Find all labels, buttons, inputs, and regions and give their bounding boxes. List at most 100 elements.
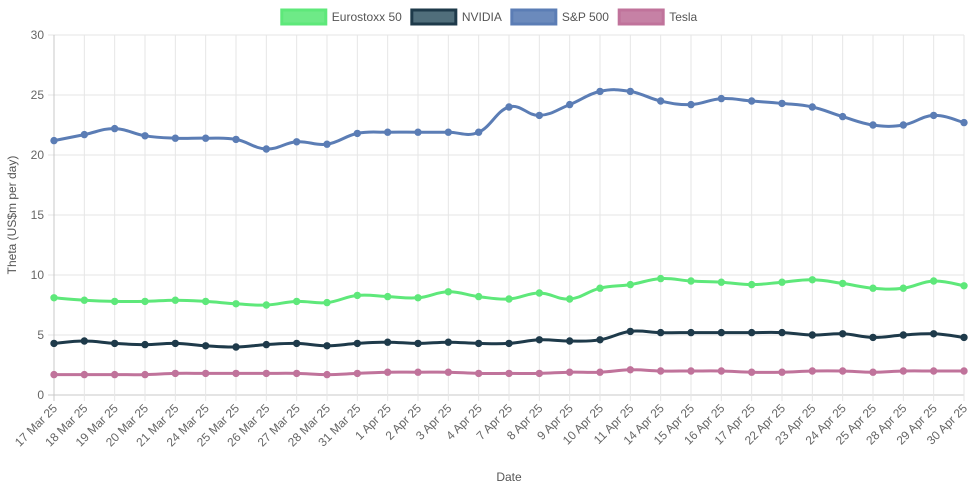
data-point[interactable]: [535, 111, 544, 120]
data-point[interactable]: [110, 339, 119, 348]
data-point[interactable]: [50, 370, 58, 379]
data-point[interactable]: [292, 297, 301, 306]
data-point[interactable]: [778, 99, 786, 108]
data-point[interactable]: [262, 301, 271, 309]
data-point[interactable]: [960, 282, 968, 290]
data-point[interactable]: [353, 291, 362, 300]
data-point[interactable]: [323, 140, 331, 148]
data-point[interactable]: [929, 277, 938, 285]
data-point[interactable]: [292, 369, 301, 378]
data-point[interactable]: [262, 369, 271, 378]
data-point[interactable]: [353, 369, 362, 378]
data-point[interactable]: [747, 368, 756, 376]
data-point[interactable]: [201, 342, 210, 350]
data-point[interactable]: [110, 370, 119, 379]
data-point[interactable]: [565, 337, 574, 345]
data-point[interactable]: [626, 366, 635, 374]
legend-item-tesla[interactable]: Tesla: [617, 8, 698, 26]
data-point[interactable]: [50, 339, 58, 348]
data-point[interactable]: [414, 128, 422, 136]
data-point[interactable]: [656, 367, 665, 375]
data-point[interactable]: [50, 294, 58, 302]
data-point[interactable]: [323, 298, 331, 307]
data-point[interactable]: [596, 284, 604, 292]
data-point[interactable]: [626, 87, 635, 96]
data-point[interactable]: [747, 328, 756, 337]
data-point[interactable]: [141, 132, 149, 140]
data-point[interactable]: [565, 100, 574, 109]
data-point[interactable]: [899, 331, 908, 339]
data-point[interactable]: [899, 121, 908, 129]
data-point[interactable]: [565, 295, 574, 303]
data-point[interactable]: [171, 296, 180, 304]
data-point[interactable]: [869, 284, 877, 292]
data-point[interactable]: [808, 367, 817, 375]
data-point[interactable]: [596, 87, 604, 96]
data-point[interactable]: [110, 124, 119, 133]
data-point[interactable]: [565, 368, 574, 376]
data-point[interactable]: [778, 368, 786, 376]
data-point[interactable]: [808, 331, 817, 339]
data-point[interactable]: [201, 297, 210, 306]
data-point[interactable]: [444, 288, 453, 296]
data-point[interactable]: [929, 111, 938, 120]
data-point[interactable]: [808, 103, 817, 111]
data-point[interactable]: [474, 369, 483, 378]
data-point[interactable]: [110, 297, 119, 306]
data-point[interactable]: [232, 300, 240, 308]
data-point[interactable]: [869, 333, 877, 342]
data-point[interactable]: [80, 130, 89, 139]
data-point[interactable]: [50, 136, 58, 145]
data-point[interactable]: [869, 368, 877, 376]
data-point[interactable]: [444, 338, 453, 346]
data-point[interactable]: [899, 367, 908, 375]
data-point[interactable]: [232, 369, 240, 378]
data-point[interactable]: [626, 327, 635, 336]
data-point[interactable]: [383, 338, 392, 346]
data-point[interactable]: [171, 134, 180, 142]
data-point[interactable]: [596, 336, 604, 344]
data-point[interactable]: [838, 330, 847, 338]
legend-item-nvidia[interactable]: NVIDIA: [410, 8, 502, 26]
data-point[interactable]: [747, 97, 756, 105]
data-point[interactable]: [838, 112, 847, 121]
data-point[interactable]: [687, 328, 695, 337]
data-point[interactable]: [747, 280, 756, 289]
legend-item-eurostoxx-50[interactable]: Eurostoxx 50: [280, 8, 402, 26]
data-point[interactable]: [414, 339, 422, 348]
data-point[interactable]: [80, 337, 89, 345]
data-point[interactable]: [899, 284, 908, 292]
data-point[interactable]: [535, 289, 544, 297]
data-point[interactable]: [656, 97, 665, 105]
data-point[interactable]: [323, 342, 331, 350]
data-point[interactable]: [778, 328, 786, 337]
data-point[interactable]: [444, 368, 453, 376]
data-point[interactable]: [778, 278, 786, 286]
data-point[interactable]: [414, 294, 422, 302]
data-point[interactable]: [141, 370, 149, 379]
data-point[interactable]: [292, 339, 301, 348]
data-point[interactable]: [717, 94, 726, 103]
data-point[interactable]: [929, 367, 938, 375]
data-point[interactable]: [717, 278, 726, 286]
data-point[interactable]: [656, 328, 665, 337]
data-point[interactable]: [960, 367, 968, 375]
data-point[interactable]: [201, 134, 210, 142]
data-point[interactable]: [808, 276, 817, 284]
data-point[interactable]: [929, 330, 938, 338]
data-point[interactable]: [383, 292, 392, 301]
data-point[interactable]: [262, 340, 271, 349]
data-point[interactable]: [383, 368, 392, 376]
data-point[interactable]: [960, 333, 968, 342]
data-point[interactable]: [535, 369, 544, 378]
data-point[interactable]: [838, 367, 847, 375]
data-point[interactable]: [474, 339, 483, 348]
legend-item-s-p-500[interactable]: S&P 500: [510, 8, 609, 26]
data-point[interactable]: [717, 367, 726, 375]
data-point[interactable]: [141, 340, 149, 349]
data-point[interactable]: [474, 292, 483, 301]
data-point[interactable]: [596, 368, 604, 376]
data-point[interactable]: [505, 295, 513, 303]
data-point[interactable]: [262, 145, 271, 153]
data-point[interactable]: [687, 367, 695, 375]
